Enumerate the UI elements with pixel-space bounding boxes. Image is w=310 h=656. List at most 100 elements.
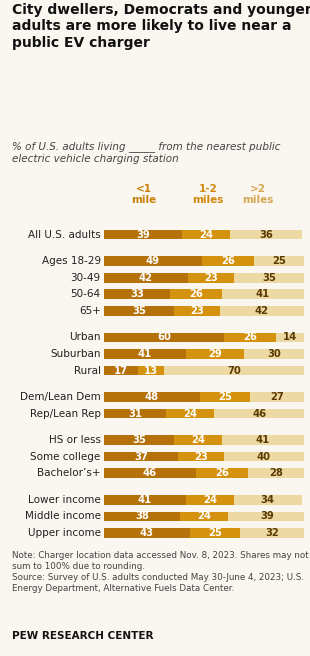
Bar [104, 306, 174, 316]
Bar [250, 392, 304, 402]
Bar [222, 289, 304, 299]
Bar [182, 230, 230, 239]
Bar [196, 468, 248, 478]
Bar [188, 273, 234, 283]
Bar [104, 273, 188, 283]
Text: 1-2
miles: 1-2 miles [192, 184, 224, 205]
Text: All U.S. adults: All U.S. adults [28, 230, 101, 239]
Text: 25: 25 [272, 256, 286, 266]
Text: 39: 39 [260, 511, 274, 522]
Text: PEW RESEARCH CENTER: PEW RESEARCH CENTER [12, 631, 154, 641]
Text: Upper income: Upper income [28, 528, 101, 538]
Bar [166, 409, 214, 419]
Text: 50-64: 50-64 [71, 289, 101, 299]
Text: 24: 24 [199, 230, 213, 239]
Bar [104, 289, 170, 299]
Text: 46: 46 [253, 409, 267, 419]
Bar [220, 306, 304, 316]
Bar [224, 452, 304, 461]
Bar [244, 349, 304, 359]
Text: HS or less: HS or less [49, 435, 101, 445]
Bar [104, 468, 196, 478]
Text: 38: 38 [135, 511, 149, 522]
Text: 70: 70 [227, 365, 241, 375]
Text: 35: 35 [262, 273, 276, 283]
Bar [200, 392, 250, 402]
Bar [190, 528, 240, 538]
Bar [104, 528, 190, 538]
Bar [234, 273, 304, 283]
Bar [104, 256, 202, 266]
Text: 46: 46 [143, 468, 157, 478]
Text: <1
mile: <1 mile [131, 184, 157, 205]
Text: 31: 31 [128, 409, 142, 419]
Text: 24: 24 [183, 409, 197, 419]
Text: Note: Charger location data accessed Nov. 8, 2023. Shares may not
sum to 100% du: Note: Charger location data accessed Nov… [12, 551, 309, 593]
Text: 32: 32 [265, 528, 279, 538]
Text: Ages 18-29: Ages 18-29 [42, 256, 101, 266]
Bar [202, 256, 254, 266]
Text: 25: 25 [208, 528, 222, 538]
Text: 26: 26 [221, 256, 235, 266]
Text: 23: 23 [204, 273, 218, 283]
Text: 60: 60 [157, 333, 171, 342]
Text: 41: 41 [256, 289, 270, 299]
Text: 35: 35 [132, 435, 146, 445]
Bar [104, 409, 166, 419]
Bar [186, 349, 244, 359]
Text: 49: 49 [146, 256, 160, 266]
Text: Dem/Lean Dem: Dem/Lean Dem [20, 392, 101, 402]
Bar [138, 365, 164, 375]
Bar [104, 495, 186, 504]
Text: Rep/Lean Rep: Rep/Lean Rep [30, 409, 101, 419]
Bar [104, 512, 180, 521]
Text: 23: 23 [190, 306, 204, 316]
Text: 26: 26 [243, 333, 257, 342]
Text: 30-49: 30-49 [71, 273, 101, 283]
Text: 39: 39 [136, 230, 150, 239]
Bar [186, 495, 234, 504]
Text: 23: 23 [194, 452, 208, 462]
Text: Suburban: Suburban [50, 349, 101, 359]
Text: 37: 37 [134, 452, 148, 462]
Text: 41: 41 [138, 349, 152, 359]
Text: Urban: Urban [69, 333, 101, 342]
Text: 33: 33 [130, 289, 144, 299]
Bar [222, 436, 304, 445]
Bar [104, 436, 174, 445]
Bar [254, 256, 304, 266]
Text: 40: 40 [257, 452, 271, 462]
Text: Lower income: Lower income [28, 495, 101, 504]
Text: City dwellers, Democrats and younger
adults are more likely to live near a
publi: City dwellers, Democrats and younger adu… [12, 3, 310, 50]
Text: 24: 24 [191, 435, 205, 445]
Text: Bachelor’s+: Bachelor’s+ [37, 468, 101, 478]
Bar [234, 495, 302, 504]
Bar [180, 512, 228, 521]
Bar [170, 289, 222, 299]
Text: 24: 24 [203, 495, 217, 504]
Text: 42: 42 [255, 306, 269, 316]
Text: 42: 42 [139, 273, 153, 283]
Text: 30: 30 [267, 349, 281, 359]
Bar [174, 306, 220, 316]
Text: % of U.S. adults living _____ from the nearest public
electric vehicle charging : % of U.S. adults living _____ from the n… [12, 141, 281, 165]
Text: 65+: 65+ [79, 306, 101, 316]
Bar [104, 349, 186, 359]
Text: 43: 43 [140, 528, 154, 538]
Text: 26: 26 [215, 468, 229, 478]
Text: 34: 34 [261, 495, 275, 504]
Bar [230, 230, 302, 239]
Bar [104, 452, 178, 461]
Text: Rural: Rural [74, 365, 101, 375]
Text: 24: 24 [197, 511, 211, 522]
Text: 17: 17 [114, 365, 128, 375]
Bar [248, 468, 304, 478]
Bar [104, 333, 224, 342]
Bar [214, 409, 306, 419]
Text: 29: 29 [208, 349, 222, 359]
Bar [104, 365, 138, 375]
Text: Some college: Some college [30, 452, 101, 462]
Bar [178, 452, 224, 461]
Text: >2
miles: >2 miles [242, 184, 273, 205]
Text: 41: 41 [138, 495, 152, 504]
